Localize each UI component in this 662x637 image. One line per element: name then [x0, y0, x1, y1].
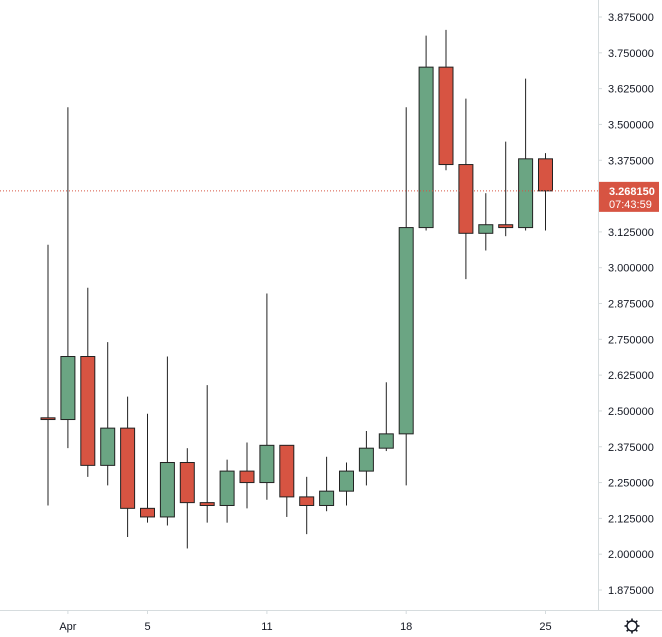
candle[interactable] [179, 448, 195, 549]
time-tick-label: 25 [539, 621, 551, 633]
candles [40, 29, 553, 549]
candle-body-up [478, 224, 494, 234]
candle-body-down [498, 224, 514, 229]
time-axis[interactable]: Apr 5 11 18 25 [0, 610, 662, 633]
price-tick-label: 1.875000 [608, 585, 654, 597]
time-tick-label: 18 [400, 621, 412, 633]
price-tick-label: 2.500000 [608, 406, 654, 418]
candle-body-down [279, 444, 295, 498]
candle-body-up [339, 470, 354, 492]
price-axis[interactable]: 1.875000 2.000000 2.125000 2.250000 2.375000… [598, 0, 654, 610]
gear-tooth [634, 620, 638, 624]
price-tick-label: 2.625000 [608, 370, 654, 382]
price-tick-label: 2.875000 [608, 299, 654, 311]
price-tick-label: 3.000000 [608, 263, 654, 275]
candle[interactable] [378, 382, 394, 452]
candle-body-up [398, 227, 414, 435]
candle[interactable] [458, 98, 474, 280]
candle-body-down [239, 470, 255, 484]
gear-icon[interactable] [626, 620, 638, 632]
candle[interactable] [478, 193, 494, 251]
candle[interactable] [279, 444, 295, 517]
candle-body-up [219, 470, 235, 506]
candle-body-up [418, 66, 434, 229]
candle-body-up [518, 158, 534, 229]
candle-body-down [199, 502, 215, 506]
last-price-tag: 3.268150 07:43:59 [599, 181, 659, 212]
chart-settings-button[interactable] [624, 618, 640, 634]
candle-body-up [159, 462, 175, 518]
candle-body-up [60, 356, 76, 421]
candle[interactable] [80, 287, 96, 477]
price-tick-label: 3.375000 [608, 155, 654, 167]
candle[interactable] [358, 430, 374, 486]
time-tick-label: 11 [261, 621, 272, 633]
candle[interactable] [518, 78, 534, 231]
price-tick-label: 3.125000 [608, 227, 654, 239]
time-tick-label: 5 [144, 621, 150, 633]
time-tick-label: Apr [59, 621, 76, 633]
candle[interactable] [239, 442, 255, 509]
price-tick-label: 2.000000 [608, 549, 654, 561]
candle[interactable] [418, 35, 434, 231]
candle[interactable] [319, 456, 335, 512]
price-tick-label: 3.750000 [608, 48, 654, 60]
candle-body-down [438, 66, 454, 166]
price-tick-label: 3.625000 [608, 84, 654, 96]
last-price-value: 3.268150 [609, 186, 655, 198]
gear-icon-teeth [624, 618, 640, 634]
candle[interactable] [259, 293, 275, 500]
price-tick-label: 2.750000 [608, 334, 654, 346]
candle[interactable] [398, 107, 414, 486]
candle-body-down [120, 427, 136, 509]
candle-body-down [538, 158, 553, 192]
candle-body-down [40, 417, 56, 421]
gear-tooth [634, 628, 638, 632]
candle-body-up [259, 444, 275, 484]
candle[interactable] [60, 107, 76, 449]
candle-body-down [179, 462, 195, 504]
candle-body-down [80, 356, 96, 466]
candle[interactable] [219, 459, 235, 523]
candle[interactable] [100, 342, 116, 486]
candle[interactable] [199, 385, 215, 523]
candle-body-up [378, 433, 394, 449]
gear-tooth [626, 620, 630, 624]
candle-body-up [319, 490, 335, 506]
candle[interactable] [538, 153, 553, 231]
candle-body-down [140, 507, 155, 518]
price-tick-label: 3.500000 [608, 119, 654, 131]
candle[interactable] [339, 462, 354, 506]
candle-body-up [100, 427, 116, 466]
candle-body-down [458, 164, 474, 234]
price-tick-label: 2.125000 [608, 513, 654, 525]
price-tick-label: 3.875000 [608, 12, 654, 24]
candle[interactable] [498, 141, 514, 237]
candle-body-down [299, 496, 315, 506]
last-price-tag-background [599, 181, 659, 212]
price-tick-label: 2.375000 [608, 442, 654, 454]
candle[interactable] [159, 356, 175, 526]
candle[interactable] [40, 244, 56, 506]
gear-tooth [626, 628, 630, 632]
price-tick-label: 2.250000 [608, 478, 654, 490]
candle[interactable] [299, 476, 315, 535]
bar-countdown: 07:43:59 [609, 199, 652, 211]
candle[interactable] [120, 396, 136, 537]
candle[interactable] [140, 413, 155, 523]
candle-body-up [358, 447, 374, 472]
candle[interactable] [438, 29, 454, 171]
